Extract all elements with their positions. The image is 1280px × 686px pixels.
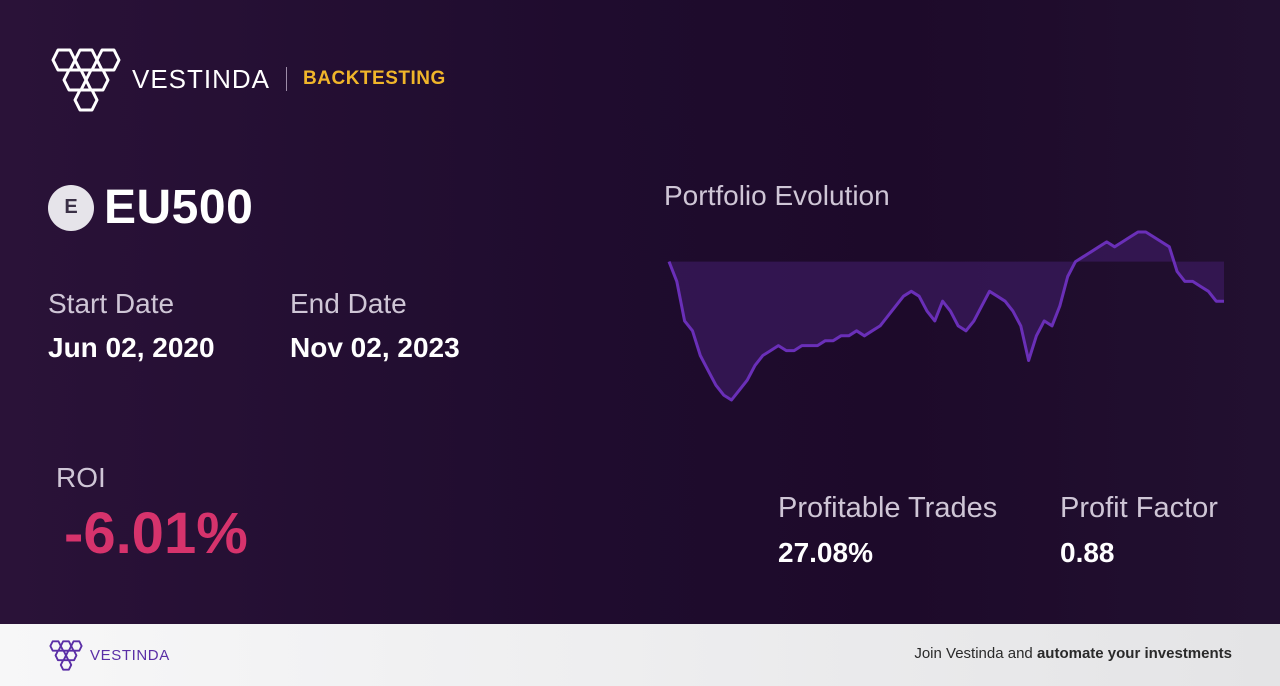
profitable-trades-label: Profitable Trades — [778, 492, 998, 524]
footer-cta-bold: automate your investments — [1036, 645, 1232, 662]
end-date-label: End Date — [290, 288, 407, 319]
asset-name: EU500 — [104, 181, 254, 234]
asset-header: E EU500 — [48, 180, 253, 235]
portfolio-evolution-chart — [667, 230, 1224, 402]
vestinda-logo-icon — [51, 48, 121, 112]
chart-area-fill — [669, 232, 1224, 400]
profitable-trades-value: 27.08% — [778, 537, 873, 568]
footer-brand[interactable]: VESTINDA — [48, 639, 170, 671]
brand-name: VESTINDA — [132, 63, 271, 94]
roi-label: ROI — [56, 462, 106, 493]
profit-factor-block: Profit Factor 0.88 — [1060, 492, 1218, 569]
end-date-block: End Date Nov 02, 2023 — [290, 288, 460, 364]
asset-badge: E — [48, 184, 94, 231]
chart-title: Portfolio Evolution — [664, 180, 890, 211]
start-date-value: Jun 02, 2020 — [48, 332, 215, 363]
start-date-label: Start Date — [48, 288, 175, 319]
profit-factor-label: Profit Factor — [1060, 492, 1218, 524]
profitable-trades-block: Profitable Trades 27.08% — [778, 492, 997, 569]
footer-bar: VESTINDA Join Vestinda and automate your… — [0, 624, 1280, 686]
profit-factor-value: 0.88 — [1060, 537, 1115, 568]
footer-cta[interactable]: Join Vestinda and automate your investme… — [914, 645, 1232, 662]
end-date-value: Nov 02, 2023 — [290, 332, 460, 363]
brand-header: VESTINDA BACKTESTING — [48, 46, 446, 112]
footer-cta-prefix: Join Vestinda and — [914, 645, 1037, 662]
chart-series-line — [667, 230, 1224, 402]
start-date-block: Start Date Jun 02, 2020 — [48, 288, 215, 364]
backtest-card: VESTINDA BACKTESTING E EU500 Start Date … — [48, 46, 1224, 569]
roi-block: ROI -6.01% — [56, 462, 248, 567]
vestinda-logo-icon — [49, 640, 83, 671]
brand-divider — [286, 67, 288, 91]
roi-value: -6.01% — [64, 501, 248, 566]
footer-brand-name: VESTINDA — [90, 646, 170, 664]
brand-tag: BACKTESTING — [303, 68, 446, 89]
